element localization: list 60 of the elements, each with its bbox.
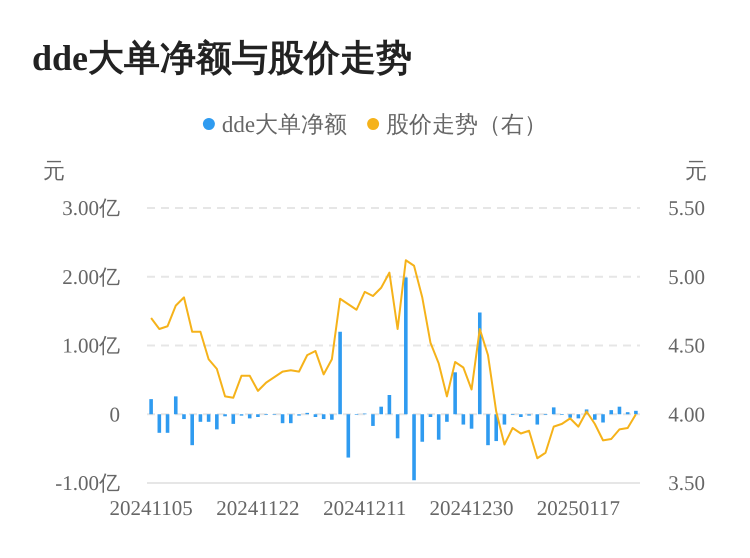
bar [182,414,186,420]
y2-tick-label: 4.00 [668,402,705,426]
y-tick-label: 2.00亿 [62,264,120,289]
bar [174,396,178,414]
y-axis-title: 元 [43,158,65,183]
bar [231,414,236,424]
bar [601,414,605,422]
bar [149,399,153,414]
bar [634,410,638,414]
bar [486,414,490,446]
legend-label: 股价走势（右） [386,112,548,137]
bar [462,414,466,425]
y-tick-label: 3.00亿 [62,196,120,220]
bar [502,414,506,425]
bar [206,414,210,422]
bar [280,414,284,424]
bar [190,414,194,446]
bar [445,414,449,422]
bar [404,277,408,414]
y-tick-label: 1.00亿 [62,334,120,358]
legend-label: dde大单净额 [222,112,348,137]
x-tick-label: 20241230 [430,496,514,520]
bar [470,414,474,429]
bar [428,414,432,417]
x-tick-label: 20241105 [109,496,193,520]
bar [618,406,622,414]
bar [535,414,540,425]
bar [436,414,440,440]
bar [330,414,334,420]
y-tick-label: -1.00亿 [55,471,120,495]
bar [593,414,597,420]
bar [248,414,252,418]
bar [379,406,383,414]
bar [396,414,400,438]
bar [288,414,293,424]
y2-tick-label: 5.00 [668,264,705,289]
chart-title: dde大单净额与股价走势 [32,38,412,78]
bar [322,414,326,420]
y2-axis-title: 元 [685,158,707,183]
x-tick-label: 20250117 [536,496,620,520]
bar [552,407,556,414]
bar [198,414,202,422]
y2-tick-label: 5.50 [668,196,705,220]
bar [420,414,424,442]
x-tick-label: 20241122 [216,496,300,520]
bar [158,414,162,433]
bar [412,414,416,480]
bar [215,414,219,430]
bar [576,414,580,418]
bar [371,414,375,426]
bar [609,410,614,414]
bar [338,332,342,414]
bar [453,372,457,414]
bar [166,414,170,433]
y2-tick-label: 3.50 [668,471,705,495]
bar [388,395,392,414]
y-tick-label: 0 [110,402,120,426]
x-tick-label: 20241211 [323,496,406,520]
y2-tick-label: 4.50 [668,334,705,358]
bar [346,414,350,458]
